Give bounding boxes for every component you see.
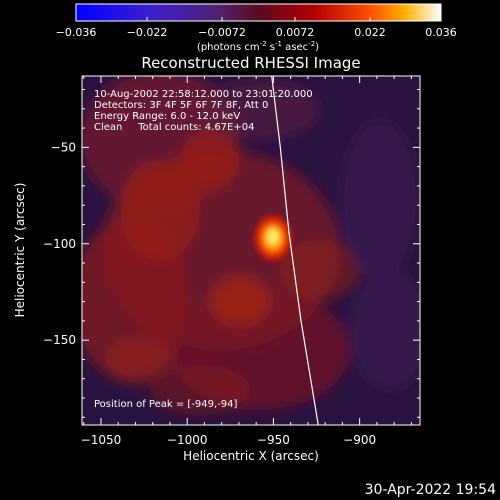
colorbar-ticks: −0.036 −0.022 −0.0072 0.0072 0.022 0.036: [56, 17, 457, 39]
x-axis-label: Heliocentric X (arcsec): [183, 449, 319, 463]
x-tick-label: −1000: [167, 433, 208, 447]
x-tick-label: −1050: [81, 433, 122, 447]
colorbar-tick-label: 0.0072: [276, 26, 315, 39]
colorbar-tick-label: 0.036: [425, 26, 457, 39]
colorbar-label: (photons cm-2 s-1 asec-2): [197, 40, 319, 53]
colorbar-tick-label: −0.022: [127, 26, 168, 39]
solar-limb-curve: [271, 76, 319, 425]
y-tick-label: −100: [43, 237, 76, 251]
y-tick-label: −150: [43, 333, 76, 347]
image-annotations: 10-Aug-2002 22:58:12.000 to 23:01:20.000…: [94, 89, 313, 410]
y-axis-ticks: −150 −100 −50: [43, 88, 420, 418]
chart-title: Reconstructed RHESSI Image: [141, 54, 360, 72]
plot-frame: [81, 75, 421, 426]
annotation-time-range: 10-Aug-2002 22:58:12.000 to 23:01:20.000: [94, 89, 313, 100]
annotation-clean-counts: Clean Total counts: 4.67E+04: [94, 122, 254, 133]
colorbar-tick-label: 0.022: [354, 26, 386, 39]
y-tick-label: −50: [51, 140, 76, 154]
annotation-energy-range: Energy Range: 6.0 - 12.0 keV: [94, 111, 240, 122]
x-tick-label: −900: [343, 433, 376, 447]
colorbar-tick-label: −0.0072: [198, 26, 246, 39]
annotation-peak-position: Position of Peak = [-949,-94]: [94, 399, 238, 410]
x-axis-ticks: −1050 −1000 −950 −900: [81, 76, 412, 447]
colorbar: [75, 3, 442, 22]
footer-datetime: 30-Apr-2022 19:54: [364, 482, 496, 498]
heatmap-image: [82, 76, 420, 425]
y-axis-label: Heliocentric Y (arcsec): [13, 183, 27, 318]
colorbar-tick-label: −0.036: [56, 26, 97, 39]
x-tick-label: −950: [257, 433, 290, 447]
annotation-detectors: Detectors: 3F 4F 5F 6F 7F 8F, Att 0: [94, 100, 268, 111]
